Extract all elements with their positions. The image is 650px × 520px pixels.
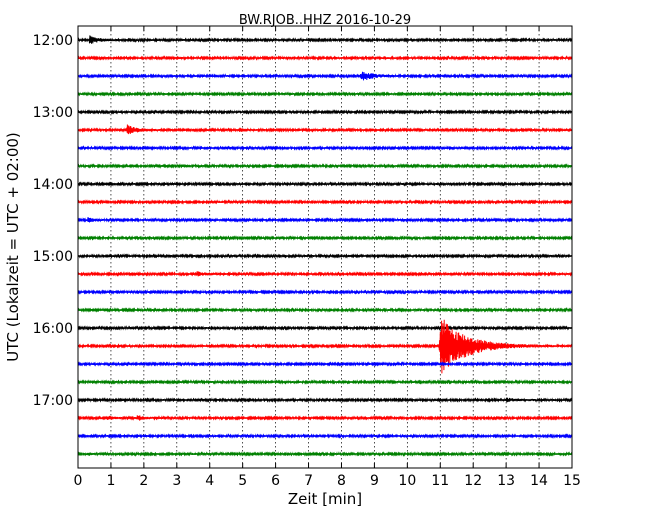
seismogram-trace [77, 124, 573, 135]
x-tick-label: 11 [431, 473, 449, 489]
x-tick-label: 15 [563, 473, 581, 489]
x-tick-label: 3 [172, 473, 181, 489]
y-tick-label: 12:00 [33, 33, 73, 49]
x-tick-label: 2 [139, 473, 148, 489]
seismogram-trace [77, 433, 573, 439]
x-tick-label: 8 [337, 473, 346, 489]
x-tick-label: 9 [370, 473, 379, 489]
traces [77, 35, 573, 457]
seismogram-trace [77, 379, 573, 385]
seismogram-trace [77, 181, 573, 187]
y-tick-label: 15:00 [33, 249, 73, 265]
seismogram-trace [77, 307, 573, 313]
x-tick-label: 5 [238, 473, 247, 489]
seismogram-trace [77, 289, 573, 295]
seismogram-trace [77, 451, 573, 457]
y-tick-label: 16:00 [33, 321, 73, 337]
x-tick-label: 6 [271, 473, 280, 489]
seismogram-trace [77, 71, 573, 81]
seismogram-trace [77, 415, 573, 421]
grid [110, 26, 540, 468]
x-tick-label: 14 [530, 473, 548, 489]
y-tick-label: 13:00 [33, 105, 73, 121]
x-tick-label: 7 [304, 473, 313, 489]
x-axis-label: Zeit [min] [288, 490, 362, 508]
seismogram-trace [77, 163, 573, 169]
seismogram-trace [77, 109, 573, 115]
x-tick-label: 13 [497, 473, 515, 489]
y-axis-ticks: 12:00 13:00 14:00 15:00 16:00 17:00 [33, 33, 572, 409]
x-tick-label: 1 [106, 473, 115, 489]
seismogram-trace [77, 319, 573, 374]
seismogram-trace [77, 35, 573, 44]
x-tick-label: 0 [74, 473, 83, 489]
y-axis-label: UTC (Lokalzeit = UTC + 02:00) [4, 132, 22, 362]
seismogram-trace [77, 145, 573, 151]
x-tick-label: 4 [205, 473, 214, 489]
x-axis-ticks: 0 1 2 3 4 5 6 7 8 9 10 11 12 13 14 15 [74, 26, 581, 489]
x-tick-label: 10 [398, 473, 416, 489]
seismogram-trace [77, 253, 573, 259]
seismogram-trace [77, 235, 573, 241]
y-tick-label: 17:00 [33, 393, 73, 409]
seismogram-trace [77, 55, 573, 61]
seismogram-trace [77, 217, 573, 223]
seismogram-trace [77, 199, 573, 205]
seismogram-trace [77, 325, 573, 331]
seismogram-trace [77, 361, 573, 367]
seismogram-trace [77, 271, 573, 277]
chart-title: BW.RJOB..HHZ 2016-10-29 [239, 13, 411, 28]
plot-frame [77, 25, 573, 469]
seismogram-trace [77, 91, 573, 97]
y-tick-label: 14:00 [33, 177, 73, 193]
x-tick-label: 12 [464, 473, 482, 489]
seismogram-trace [77, 397, 573, 403]
